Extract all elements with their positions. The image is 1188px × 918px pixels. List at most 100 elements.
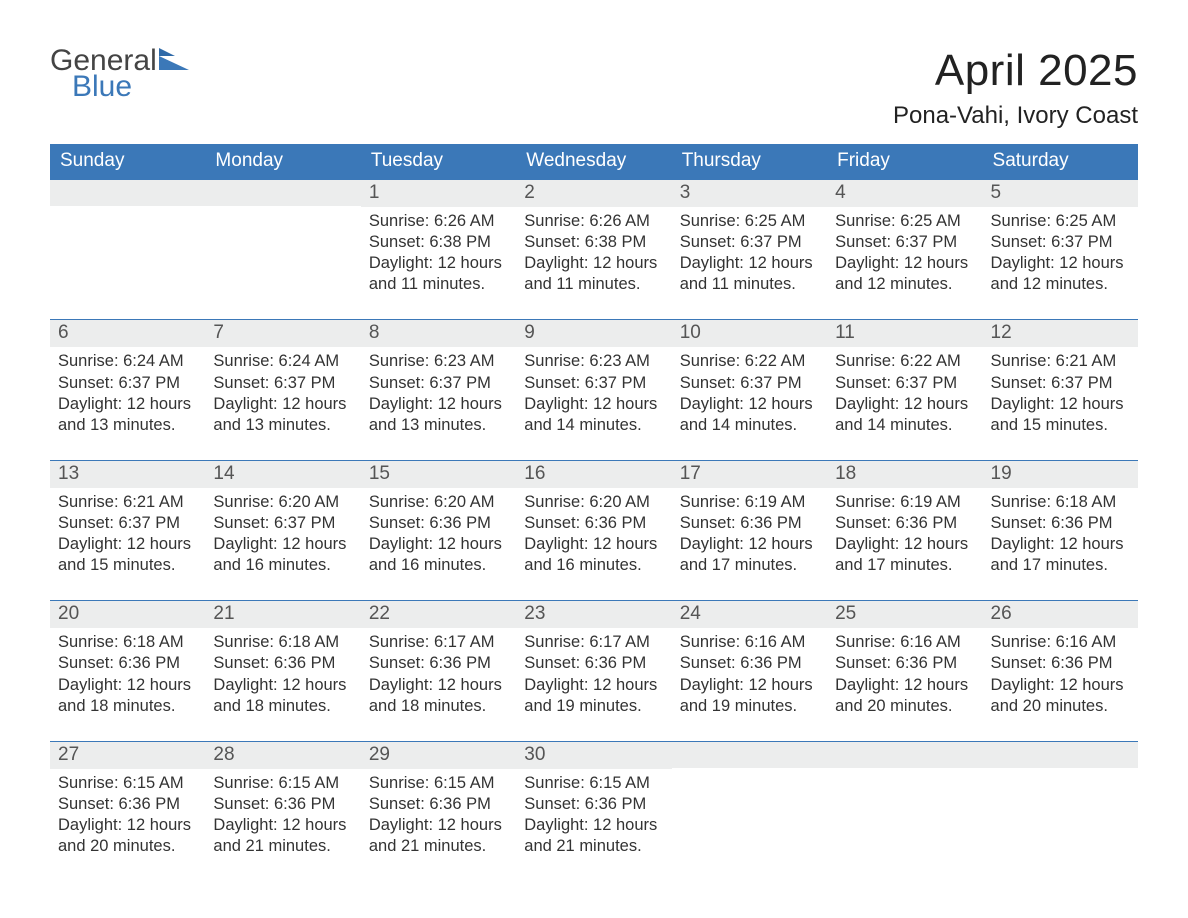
- day-number: 13: [50, 461, 205, 488]
- sunset-text: Sunset: 6:36 PM: [369, 513, 508, 534]
- sunrise-text: Sunrise: 6:24 AM: [213, 351, 352, 372]
- daylight-text: Daylight: 12 hours and 20 minutes.: [58, 815, 197, 857]
- sunrise-text: Sunrise: 6:15 AM: [369, 773, 508, 794]
- dow-thursday: Thursday: [672, 144, 827, 180]
- daylight-text: Daylight: 12 hours and 16 minutes.: [524, 534, 663, 576]
- sunrise-text: Sunrise: 6:19 AM: [835, 492, 974, 513]
- day-body: Sunrise: 6:20 AMSunset: 6:36 PMDaylight:…: [516, 488, 671, 576]
- sunrise-text: Sunrise: 6:25 AM: [991, 211, 1130, 232]
- daylight-text: Daylight: 12 hours and 21 minutes.: [213, 815, 352, 857]
- sunrise-text: Sunrise: 6:19 AM: [680, 492, 819, 513]
- sunset-text: Sunset: 6:36 PM: [835, 653, 974, 674]
- day-cell: 26Sunrise: 6:16 AMSunset: 6:36 PMDayligh…: [983, 601, 1138, 720]
- day-cell: 29Sunrise: 6:15 AMSunset: 6:36 PMDayligh…: [361, 742, 516, 861]
- day-number: 6: [50, 320, 205, 347]
- day-number: 9: [516, 320, 671, 347]
- daylight-text: Daylight: 12 hours and 20 minutes.: [991, 675, 1130, 717]
- daylight-text: Daylight: 12 hours and 16 minutes.: [369, 534, 508, 576]
- day-cell: 7Sunrise: 6:24 AMSunset: 6:37 PMDaylight…: [205, 320, 360, 439]
- day-cell: 4Sunrise: 6:25 AMSunset: 6:37 PMDaylight…: [827, 180, 982, 299]
- daylight-text: Daylight: 12 hours and 17 minutes.: [680, 534, 819, 576]
- sunset-text: Sunset: 6:37 PM: [991, 232, 1130, 253]
- day-cell: [827, 742, 982, 861]
- day-number: 29: [361, 742, 516, 769]
- day-cell: [983, 742, 1138, 861]
- sunset-text: Sunset: 6:37 PM: [524, 373, 663, 394]
- day-cell: 30Sunrise: 6:15 AMSunset: 6:36 PMDayligh…: [516, 742, 671, 861]
- sunrise-text: Sunrise: 6:25 AM: [680, 211, 819, 232]
- sunset-text: Sunset: 6:37 PM: [213, 373, 352, 394]
- daylight-text: Daylight: 12 hours and 12 minutes.: [991, 253, 1130, 295]
- sunset-text: Sunset: 6:37 PM: [58, 373, 197, 394]
- sunrise-text: Sunrise: 6:23 AM: [369, 351, 508, 372]
- sunset-text: Sunset: 6:36 PM: [524, 513, 663, 534]
- sunrise-text: Sunrise: 6:25 AM: [835, 211, 974, 232]
- daylight-text: Daylight: 12 hours and 18 minutes.: [58, 675, 197, 717]
- daylight-text: Daylight: 12 hours and 21 minutes.: [369, 815, 508, 857]
- calendar: Sunday Monday Tuesday Wednesday Thursday…: [50, 144, 1138, 861]
- sunset-text: Sunset: 6:37 PM: [991, 373, 1130, 394]
- day-number: 15: [361, 461, 516, 488]
- sunset-text: Sunset: 6:36 PM: [524, 794, 663, 815]
- day-body: Sunrise: 6:18 AMSunset: 6:36 PMDaylight:…: [50, 628, 205, 716]
- day-body: Sunrise: 6:15 AMSunset: 6:36 PMDaylight:…: [50, 769, 205, 857]
- sunset-text: Sunset: 6:37 PM: [835, 373, 974, 394]
- day-number: 2: [516, 180, 671, 207]
- day-body: Sunrise: 6:18 AMSunset: 6:36 PMDaylight:…: [205, 628, 360, 716]
- dow-sunday: Sunday: [50, 144, 205, 180]
- day-cell: 16Sunrise: 6:20 AMSunset: 6:36 PMDayligh…: [516, 461, 671, 580]
- sunrise-text: Sunrise: 6:17 AM: [369, 632, 508, 653]
- day-number: [983, 742, 1138, 768]
- day-number: 24: [672, 601, 827, 628]
- day-cell: 17Sunrise: 6:19 AMSunset: 6:36 PMDayligh…: [672, 461, 827, 580]
- sunrise-text: Sunrise: 6:16 AM: [991, 632, 1130, 653]
- day-body: Sunrise: 6:26 AMSunset: 6:38 PMDaylight:…: [516, 207, 671, 295]
- sunrise-text: Sunrise: 6:21 AM: [991, 351, 1130, 372]
- day-cell: 25Sunrise: 6:16 AMSunset: 6:36 PMDayligh…: [827, 601, 982, 720]
- day-number: 11: [827, 320, 982, 347]
- day-cell: 24Sunrise: 6:16 AMSunset: 6:36 PMDayligh…: [672, 601, 827, 720]
- sunrise-text: Sunrise: 6:16 AM: [835, 632, 974, 653]
- day-number: 4: [827, 180, 982, 207]
- day-number: [205, 180, 360, 206]
- day-cell: 21Sunrise: 6:18 AMSunset: 6:36 PMDayligh…: [205, 601, 360, 720]
- day-number: 21: [205, 601, 360, 628]
- daylight-text: Daylight: 12 hours and 11 minutes.: [524, 253, 663, 295]
- daylight-text: Daylight: 12 hours and 16 minutes.: [213, 534, 352, 576]
- sunset-text: Sunset: 6:36 PM: [524, 653, 663, 674]
- day-body: Sunrise: 6:22 AMSunset: 6:37 PMDaylight:…: [827, 347, 982, 435]
- day-number: 8: [361, 320, 516, 347]
- daylight-text: Daylight: 12 hours and 19 minutes.: [524, 675, 663, 717]
- day-of-week-header: Sunday Monday Tuesday Wednesday Thursday…: [50, 144, 1138, 180]
- day-body: Sunrise: 6:25 AMSunset: 6:37 PMDaylight:…: [672, 207, 827, 295]
- day-body: Sunrise: 6:20 AMSunset: 6:36 PMDaylight:…: [361, 488, 516, 576]
- sunset-text: Sunset: 6:36 PM: [680, 653, 819, 674]
- day-body: Sunrise: 6:22 AMSunset: 6:37 PMDaylight:…: [672, 347, 827, 435]
- sunset-text: Sunset: 6:36 PM: [58, 653, 197, 674]
- day-number: 3: [672, 180, 827, 207]
- week-row: 27Sunrise: 6:15 AMSunset: 6:36 PMDayligh…: [50, 741, 1138, 861]
- daylight-text: Daylight: 12 hours and 15 minutes.: [991, 394, 1130, 436]
- day-body: Sunrise: 6:19 AMSunset: 6:36 PMDaylight:…: [672, 488, 827, 576]
- day-number: 17: [672, 461, 827, 488]
- dow-saturday: Saturday: [983, 144, 1138, 180]
- daylight-text: Daylight: 12 hours and 15 minutes.: [58, 534, 197, 576]
- day-cell: 5Sunrise: 6:25 AMSunset: 6:37 PMDaylight…: [983, 180, 1138, 299]
- day-number: 27: [50, 742, 205, 769]
- day-body: Sunrise: 6:15 AMSunset: 6:36 PMDaylight:…: [205, 769, 360, 857]
- day-body: Sunrise: 6:16 AMSunset: 6:36 PMDaylight:…: [672, 628, 827, 716]
- sunrise-text: Sunrise: 6:26 AM: [369, 211, 508, 232]
- day-number: 1: [361, 180, 516, 207]
- sunrise-text: Sunrise: 6:17 AM: [524, 632, 663, 653]
- week-row: 20Sunrise: 6:18 AMSunset: 6:36 PMDayligh…: [50, 600, 1138, 720]
- sunset-text: Sunset: 6:36 PM: [213, 794, 352, 815]
- daylight-text: Daylight: 12 hours and 14 minutes.: [680, 394, 819, 436]
- day-body: Sunrise: 6:25 AMSunset: 6:37 PMDaylight:…: [827, 207, 982, 295]
- daylight-text: Daylight: 12 hours and 11 minutes.: [369, 253, 508, 295]
- day-number: 26: [983, 601, 1138, 628]
- sunset-text: Sunset: 6:38 PM: [369, 232, 508, 253]
- daylight-text: Daylight: 12 hours and 19 minutes.: [680, 675, 819, 717]
- sunrise-text: Sunrise: 6:21 AM: [58, 492, 197, 513]
- day-number: [672, 742, 827, 768]
- day-number: [50, 180, 205, 206]
